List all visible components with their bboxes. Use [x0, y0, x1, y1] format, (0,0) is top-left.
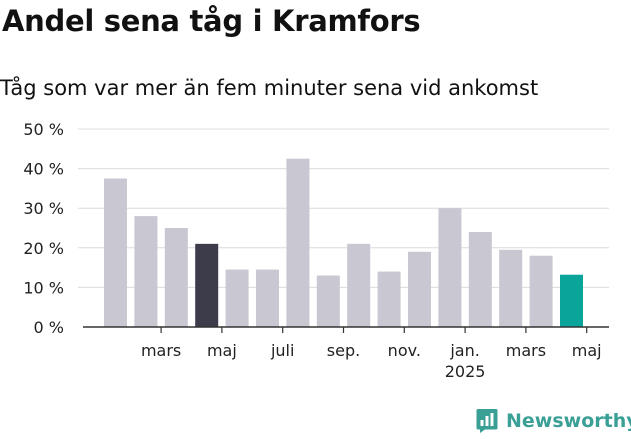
x-tick-label: maj — [207, 341, 237, 360]
y-tick-label: 30 % — [23, 199, 64, 218]
chart-title: Andel sena tåg i Kramfors — [2, 4, 421, 38]
bar — [499, 249, 523, 327]
x-tick-label: maj — [572, 341, 602, 360]
x-tick-label: nov. — [388, 341, 421, 360]
bar — [164, 228, 188, 327]
bar — [316, 275, 340, 327]
bar — [225, 269, 249, 327]
bar — [408, 251, 431, 327]
y-tick-label: 0 % — [34, 318, 64, 337]
x-tick-label: mars — [506, 341, 546, 360]
bar-chart-badge-icon — [476, 409, 498, 433]
y-tick-label: 20 % — [23, 239, 64, 258]
x-axis: mars maj juli sep. nov. jan. 2025 mars maj — [83, 326, 609, 381]
grid-lines — [78, 128, 609, 288]
bar — [195, 243, 219, 327]
bar — [286, 158, 310, 327]
bar — [529, 255, 553, 327]
chart-subtitle: Tåg som var mer än fem minuter sena vid … — [0, 76, 539, 100]
x-tick-label: sep. — [327, 341, 360, 360]
y-tick-label: 40 % — [23, 160, 64, 179]
brand-logo: Newsworthy — [476, 408, 631, 434]
y-tick-label: 10 % — [23, 278, 64, 297]
y-tick-label: 50 % — [23, 120, 64, 139]
bar — [104, 178, 127, 327]
bar — [438, 208, 462, 327]
brand-name: Newsworthy — [506, 410, 631, 432]
bar — [347, 243, 371, 327]
y-axis-ticks: 0 % 10 % 20 % 30 % 40 % 50 % — [23, 120, 64, 337]
x-tick-sublabel: 2025 — [445, 362, 486, 381]
x-tick-label: mars — [141, 341, 181, 360]
x-tick-label: juli — [270, 341, 294, 360]
bar — [256, 269, 279, 327]
bar — [377, 271, 401, 327]
bar — [134, 216, 158, 327]
bar — [468, 231, 492, 327]
bar — [560, 274, 583, 327]
bars — [104, 158, 583, 327]
x-tick-label: jan. — [449, 341, 479, 360]
